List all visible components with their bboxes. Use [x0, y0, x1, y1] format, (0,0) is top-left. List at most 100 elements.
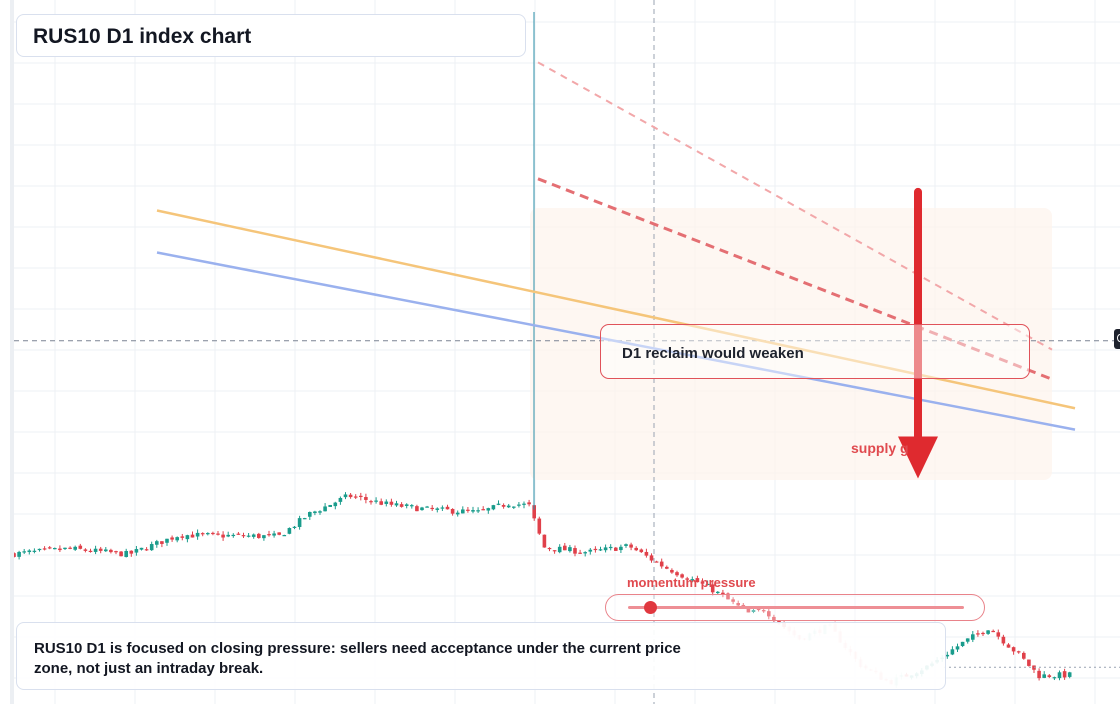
candle-bullish — [568, 547, 572, 552]
candle-bearish — [537, 518, 542, 534]
candle-bearish — [98, 548, 103, 551]
candle-bullish — [751, 610, 756, 613]
candle-bullish — [53, 548, 57, 550]
candle-bearish — [200, 533, 205, 535]
candle-bullish — [1057, 672, 1062, 679]
price-scale-marker-icon[interactable] — [1114, 329, 1120, 349]
candle-bullish — [27, 550, 32, 553]
candle-bearish — [216, 533, 220, 535]
candle-bullish — [165, 538, 169, 543]
candle-bearish — [58, 548, 62, 551]
candle-bearish — [119, 551, 123, 557]
candle-bearish — [552, 550, 557, 552]
candle-bearish — [695, 578, 700, 583]
candle-bearish — [639, 549, 644, 553]
candle-bullish — [588, 549, 593, 552]
candle-bullish — [491, 505, 496, 510]
candle-bearish — [1037, 670, 1041, 679]
candle-bullish — [338, 497, 343, 502]
chart-overlays — [14, 0, 1120, 704]
candle-bullish — [986, 630, 990, 634]
candle-bullish — [440, 507, 445, 509]
left-panel-edge — [10, 0, 14, 704]
candle-bearish — [170, 537, 174, 540]
candle-bearish — [277, 532, 281, 535]
candle-bearish — [359, 495, 363, 497]
candle-bearish — [369, 501, 373, 503]
candle-bullish — [486, 508, 491, 511]
candle-bullish — [302, 518, 307, 520]
candle-bullish — [512, 506, 516, 508]
candle-bearish — [772, 616, 776, 621]
candle-bullish — [333, 502, 338, 507]
candle-bearish — [1022, 652, 1026, 659]
candle-bullish — [598, 549, 603, 551]
marker-glyph-icon — [1117, 334, 1120, 342]
candle-bullish — [328, 504, 332, 507]
candle-bullish — [37, 548, 42, 551]
candle-bearish — [629, 544, 633, 548]
momentum-handle[interactable] — [644, 601, 657, 614]
candle-bullish — [583, 552, 587, 554]
candle-bullish — [374, 500, 378, 502]
candle-bullish — [603, 547, 608, 551]
candle-bearish — [78, 545, 83, 549]
candle-bearish — [399, 504, 404, 507]
candle-bullish — [476, 510, 480, 512]
candle-bearish — [160, 541, 164, 544]
candle-bearish — [685, 578, 689, 580]
candle-bullish — [185, 535, 190, 540]
candle-bullish — [134, 549, 139, 553]
candle-bullish — [282, 535, 287, 537]
candle-bullish — [226, 534, 230, 537]
candle-bullish — [455, 512, 460, 515]
candle-bullish — [1052, 677, 1057, 679]
candle-bearish — [649, 555, 654, 561]
candle-bearish — [532, 505, 536, 519]
candle-bullish — [404, 504, 409, 506]
candle-bearish — [364, 497, 368, 500]
candle-bearish — [430, 507, 434, 510]
candle-bullish — [705, 583, 710, 586]
candle-bullish — [32, 550, 37, 552]
momentum-slider[interactable] — [605, 594, 985, 621]
analysis-note: RUS10 D1 is focused on closing pressure:… — [16, 622, 946, 690]
candle-bearish — [129, 550, 134, 554]
candle-bullish — [517, 504, 521, 506]
candle-bearish — [547, 547, 552, 550]
candle-bullish — [716, 591, 720, 594]
candle-bearish — [68, 547, 72, 549]
candle-bearish — [527, 502, 531, 505]
reclaim-callout[interactable]: D1 reclaim would weaken — [600, 324, 1030, 379]
candle-bullish — [17, 551, 21, 557]
candle-bullish — [420, 507, 424, 511]
candle-bearish — [144, 549, 149, 551]
candle-bullish — [506, 505, 511, 508]
candle-bearish — [736, 603, 740, 606]
candle-bearish — [221, 534, 225, 538]
candle-bearish — [211, 532, 215, 535]
candle-bearish — [670, 569, 674, 573]
candle-bullish — [231, 534, 236, 537]
candle-bullish — [960, 641, 965, 647]
momentum-track-line — [628, 606, 964, 609]
candle-bearish — [450, 508, 455, 514]
candle-bearish — [12, 553, 16, 557]
candle-bullish — [262, 535, 266, 539]
candle-bearish — [767, 611, 771, 617]
candle-bullish — [1042, 674, 1046, 678]
candle-bearish — [996, 632, 1001, 637]
candle-bearish — [267, 534, 271, 536]
candle-bearish — [680, 574, 684, 578]
candle-bullish — [251, 534, 256, 537]
candle-bearish — [236, 533, 241, 535]
candle-bearish — [700, 581, 705, 584]
projection-line-main — [537, 177, 1055, 382]
candle-bearish — [761, 610, 766, 612]
candle-bullish — [104, 549, 108, 552]
candle-bullish — [690, 579, 695, 581]
candle-bearish — [726, 593, 730, 600]
candle-bearish — [241, 535, 246, 537]
candle-bearish — [659, 561, 664, 567]
